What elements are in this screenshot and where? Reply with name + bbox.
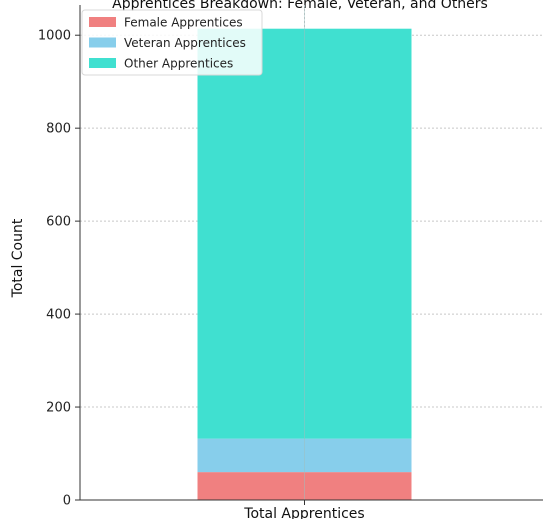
y-tick-label: 400 <box>46 308 71 323</box>
x-ticks: Total Apprentices <box>243 500 365 519</box>
y-tick-label: 200 <box>46 401 71 416</box>
x-tick-label: Total Apprentices <box>243 506 364 519</box>
chart-title: Apprentices Breakdown: Female, Veteran, … <box>112 0 488 12</box>
legend-label: Female Apprentices <box>124 16 243 30</box>
legend-swatch <box>89 37 116 48</box>
y-tick-label: 1000 <box>38 29 71 44</box>
legend: Female Apprentices Veteran Apprentices Oth… <box>81 9 263 76</box>
y-ticks: 0 200 400 600 800 1000 <box>38 29 80 509</box>
y-tick-label: 600 <box>46 215 71 230</box>
legend-label: Veteran Apprentices <box>124 36 246 50</box>
legend-box <box>81 9 263 76</box>
y-tick-label: 0 <box>63 494 71 509</box>
legend-swatch <box>89 17 116 27</box>
legend-label: Other Apprentices <box>124 57 233 71</box>
axes <box>79 5 543 501</box>
bars <box>197 5 412 500</box>
y-tick-label: 800 <box>46 122 71 137</box>
legend-swatch <box>89 58 116 68</box>
y-axis-label: Total Count <box>10 218 26 298</box>
